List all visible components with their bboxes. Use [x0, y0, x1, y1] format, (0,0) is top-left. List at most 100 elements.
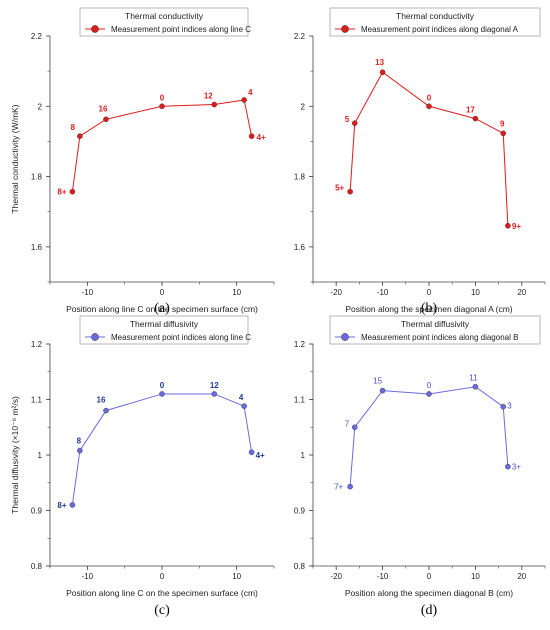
y-tick-label: 1.2 — [294, 340, 306, 349]
x-tick-label: 0 — [427, 572, 432, 581]
data-point — [347, 188, 353, 195]
y-tick-label: 1 — [301, 451, 306, 460]
x-tick-label: -10 — [377, 572, 389, 581]
y-tick-label: 2.2 — [31, 32, 43, 41]
x-axis-title: Position along line C on the specimen su… — [66, 304, 258, 314]
point-index-label: 15 — [373, 377, 382, 386]
point-index-label: 5 — [345, 115, 350, 124]
legend-box — [329, 7, 541, 37]
panel-letter: (d) — [421, 603, 438, 618]
point-index-label: 8 — [71, 123, 76, 132]
x-axis-title: Position along the specimen diagonal A (… — [345, 304, 512, 314]
y-tick-label: 1.1 — [31, 396, 43, 405]
series-segment-end — [243, 99, 253, 137]
point-index-label: 11 — [469, 374, 478, 383]
y-tick-label: 2.2 — [294, 32, 306, 41]
y-tick-label: 2 — [38, 102, 43, 111]
data-point — [69, 188, 76, 195]
series-segment-end — [502, 406, 509, 467]
y-tick-label: 1.8 — [31, 173, 43, 182]
x-tick-label: 20 — [517, 572, 526, 581]
y-tick-label: 0.9 — [294, 507, 306, 516]
legend-marker-swatch — [91, 25, 99, 33]
data-point — [505, 463, 511, 470]
data-point — [211, 391, 218, 397]
data-point — [248, 449, 255, 456]
point-index-label: 12 — [204, 92, 213, 101]
point-index-label: 0 — [160, 381, 165, 390]
point-index-label: 8+ — [57, 188, 66, 197]
data-point — [103, 407, 109, 414]
data-point — [248, 133, 255, 139]
point-index-label: 3+ — [512, 463, 521, 472]
y-tick-label: 0.8 — [294, 562, 306, 571]
point-index-label: 0 — [160, 93, 165, 102]
data-point — [159, 391, 165, 397]
point-index-label: 4 — [248, 88, 253, 97]
chart-panel: -20 -10 0 10 20 0.8 0.9 1 1.1 1.2 Position along t… — [294, 315, 546, 618]
legend-title: Thermal diffusivity — [401, 319, 470, 329]
legend-box — [329, 315, 541, 345]
point-index-label: 12 — [210, 381, 219, 390]
legend-box — [79, 7, 249, 37]
legend-series-label: Measurement point indices along line C — [111, 333, 251, 342]
legend-series-label: Measurement point indices along diagonal… — [361, 333, 518, 342]
x-tick-label: 0 — [427, 288, 432, 297]
series-segment-end — [502, 133, 509, 226]
point-index-label: 16 — [99, 104, 108, 113]
chart-panel: -10 0 10 0.8 0.9 1 1.1 1.2 Position along line C… — [10, 315, 275, 618]
y-tick-label: 1.6 — [294, 243, 306, 252]
x-tick-label: 10 — [232, 572, 241, 581]
x-tick-label: 10 — [471, 572, 480, 581]
legend-series-label: Measurement point indices along diagonal… — [361, 25, 519, 34]
point-index-label: 5+ — [335, 184, 344, 193]
data-point — [77, 133, 83, 139]
data-point — [379, 69, 386, 75]
y-axis-title: Thermal diffusivity (×10⁻⁶ m²/s) — [10, 396, 20, 514]
data-point — [211, 101, 218, 108]
point-index-label: 4+ — [257, 133, 266, 142]
chart-panel: -10 0 10 1.6 1.8 2 2.2 Position along line C on… — [10, 7, 275, 316]
legend-box — [79, 315, 249, 345]
data-point — [500, 403, 507, 410]
series-segment-start — [71, 450, 81, 506]
legend-title: Thermal conductivity — [396, 11, 475, 21]
y-tick-label: 1.8 — [294, 173, 306, 182]
x-tick-label: 20 — [517, 288, 526, 297]
data-point — [505, 222, 511, 229]
y-tick-label: 1.6 — [31, 243, 43, 252]
data-point — [472, 115, 479, 122]
x-tick-label: -10 — [377, 288, 389, 297]
data-point — [351, 424, 358, 431]
data-point — [347, 483, 353, 490]
legend-marker-swatch — [341, 333, 349, 341]
x-axis-title: Position along line C on the specimen su… — [66, 588, 258, 598]
point-index-label: 0 — [427, 93, 432, 102]
point-index-label: 13 — [375, 58, 384, 67]
chart-panel: -20 -10 0 10 20 1.6 1.8 2 2.2 Position along the … — [294, 7, 546, 316]
data-point — [379, 387, 386, 394]
panel-letter: (a) — [154, 301, 170, 316]
series-segment-start — [349, 123, 356, 192]
point-index-label: 17 — [466, 106, 475, 115]
point-index-label: 0 — [427, 381, 432, 390]
legend-series-label: Measurement point indices along line C — [111, 25, 251, 34]
data-point — [351, 120, 358, 126]
point-index-label: 7 — [345, 419, 350, 428]
panel-letter: (c) — [154, 603, 170, 618]
point-index-label: 8 — [77, 437, 82, 446]
y-tick-label: 1 — [38, 451, 43, 460]
y-tick-label: 0.9 — [31, 507, 43, 516]
point-index-label: 4+ — [256, 451, 265, 460]
y-tick-label: 1.2 — [31, 340, 43, 349]
legend-title: Thermal conductivity — [125, 11, 204, 21]
x-tick-label: -20 — [330, 288, 342, 297]
data-point — [500, 130, 507, 137]
point-index-label: 4 — [239, 393, 244, 402]
y-tick-label: 2 — [301, 102, 306, 111]
y-tick-label: 0.8 — [31, 562, 43, 571]
x-tick-label: 10 — [232, 288, 241, 297]
series-line — [354, 71, 504, 134]
point-index-label: 16 — [97, 396, 106, 405]
